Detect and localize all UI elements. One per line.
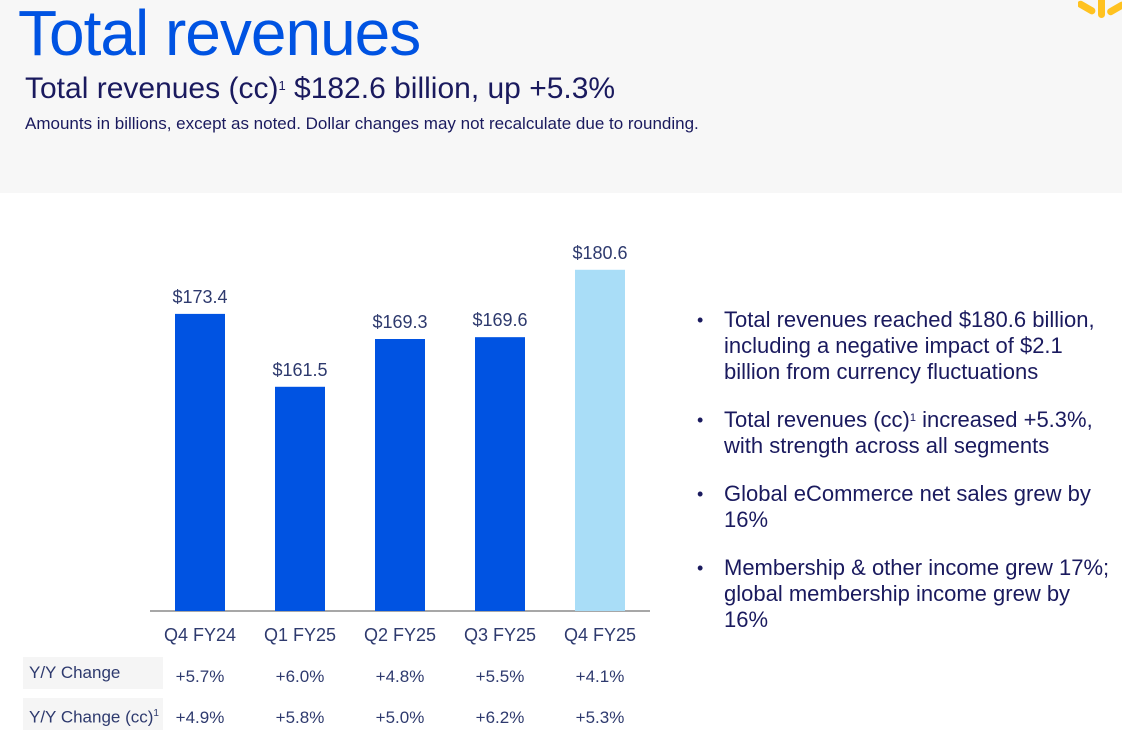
page-subtitle: Total revenues (cc)1 $182.6 billion, up … [25, 72, 615, 106]
category-label: Q3 FY25 [464, 625, 536, 645]
bar-value-label: $169.6 [472, 310, 527, 330]
header-band: Total revenues Total revenues (cc)1 $182… [0, 0, 1122, 193]
table-cell: +6.2% [475, 708, 525, 727]
amounts-note: Amounts in billions, except as noted. Do… [25, 114, 699, 133]
category-label: Q1 FY25 [264, 625, 336, 645]
footnote-marker: 1 [278, 78, 286, 93]
table-cell: +6.0% [275, 667, 325, 686]
walmart-spark-icon [1078, 0, 1122, 18]
bullet-item: • Total revenues reached $180.6 billion, … [697, 307, 1095, 384]
bar-q2-fy25 [375, 339, 425, 611]
category-label: Q4 FY25 [564, 625, 636, 645]
table-cell: +5.0% [375, 708, 425, 727]
bullet-item: • Total revenues (cc)1 increased +5.3%, w… [697, 407, 1093, 458]
bullet-icon: • [697, 484, 704, 504]
table-cell: +5.7% [175, 667, 225, 686]
footnote-marker: 1 [153, 708, 159, 719]
table-cell: +5.3% [575, 708, 625, 727]
bar-q4-fy25 [575, 269, 625, 611]
table-cell: +4.8% [375, 667, 425, 686]
bullet-item: • Global eCommerce net sales grew by 16% [697, 481, 1091, 532]
bar-value-label: $161.5 [272, 360, 327, 380]
revenue-bar-chart: $173.4 Q4 FY24 $161.5 Q1 FY25 $169.3 Q2 FY25 $… [150, 243, 650, 645]
bar-q1-fy25 [275, 386, 325, 611]
bar-q3-fy25 [475, 337, 525, 611]
table-cell: +4.9% [175, 708, 225, 727]
bar-value-label: $180.6 [572, 243, 627, 263]
subtitle-text: Total revenues (cc) [25, 72, 279, 105]
row-label: Y/Y Change (cc)1 [23, 698, 163, 730]
subtitle-value: $182.6 billion, up +5.3% [285, 72, 616, 105]
bullet-icon: • [697, 410, 704, 430]
footnote-marker: 1 [909, 412, 916, 424]
bullet-icon: • [697, 558, 704, 578]
highlights-list: • Total revenues reached $180.6 billion, … [697, 307, 1117, 655]
page-title: Total revenues [18, 0, 421, 69]
bullet-icon: • [697, 310, 704, 330]
table-cell: +5.8% [275, 708, 325, 727]
table-cell: +5.5% [475, 667, 525, 686]
row-label: Y/Y Change [23, 657, 163, 689]
bar-value-label: $173.4 [172, 287, 227, 307]
table-cell: +4.1% [575, 667, 625, 686]
category-label: Q2 FY25 [364, 625, 436, 645]
bullet-item: • Membership & other income grew 17%; glo… [697, 555, 1110, 632]
bar-value-label: $169.3 [372, 312, 427, 332]
category-label: Q4 FY24 [164, 625, 236, 645]
bar-q4-fy24 [175, 313, 225, 611]
